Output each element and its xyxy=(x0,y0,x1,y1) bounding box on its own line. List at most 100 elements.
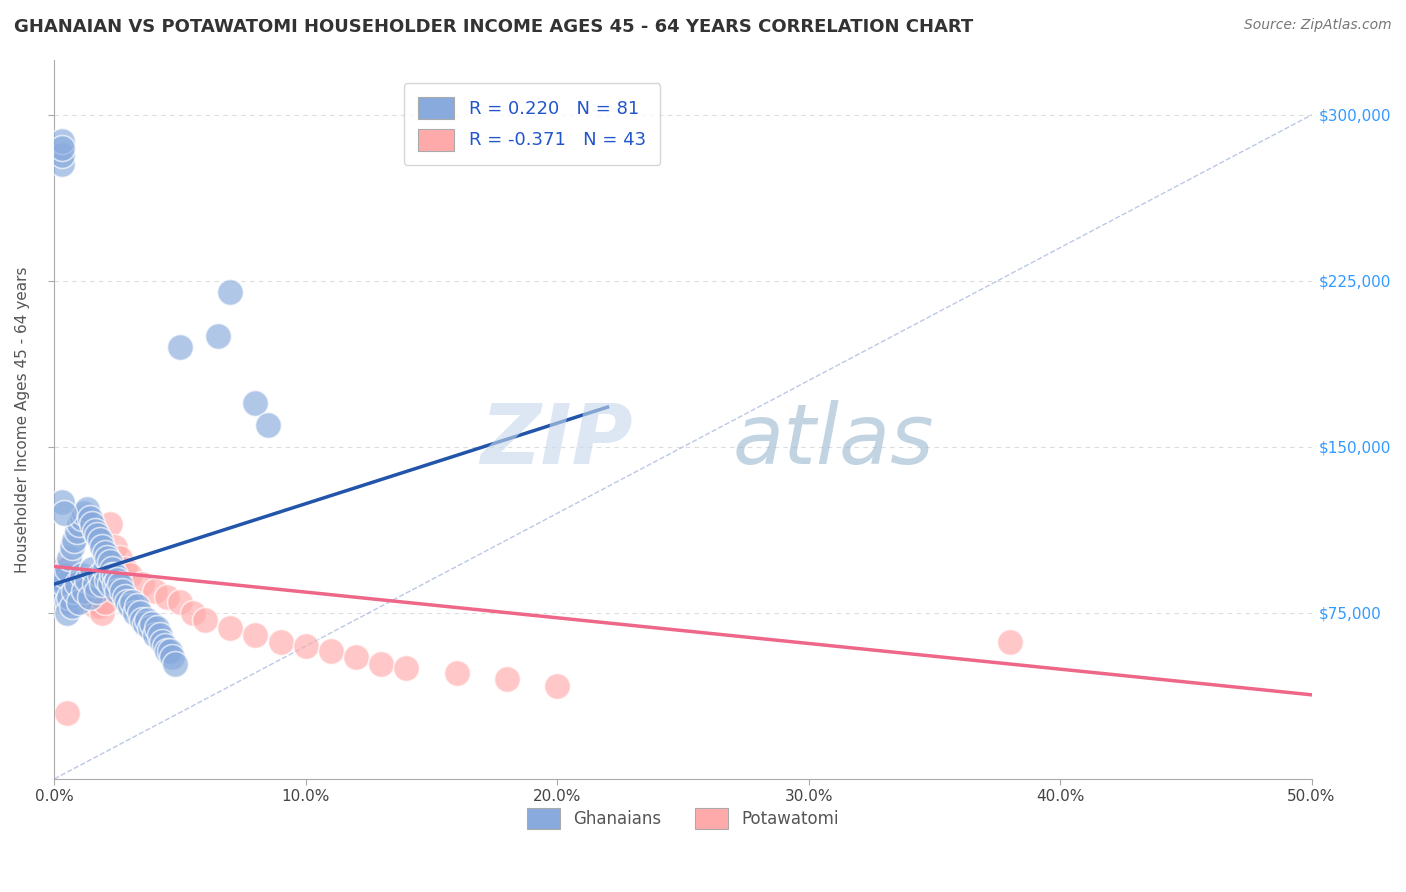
Point xyxy=(83,524,105,538)
Point xyxy=(51,135,73,149)
Point xyxy=(114,591,136,605)
Point xyxy=(60,540,83,554)
Point xyxy=(156,643,179,657)
Point xyxy=(91,540,114,554)
Point xyxy=(51,148,73,162)
Text: ZIP: ZIP xyxy=(479,401,633,482)
Point xyxy=(89,533,111,547)
Point xyxy=(56,568,79,582)
Point xyxy=(86,583,108,598)
Point xyxy=(546,679,568,693)
Point xyxy=(58,577,80,591)
Point xyxy=(153,639,176,653)
Point xyxy=(257,417,280,432)
Point xyxy=(73,583,96,598)
Text: atlas: atlas xyxy=(733,401,935,482)
Point xyxy=(245,395,267,409)
Point xyxy=(143,628,166,642)
Point xyxy=(104,540,127,554)
Point xyxy=(80,591,103,605)
Point xyxy=(124,606,146,620)
Point xyxy=(152,634,174,648)
Point xyxy=(163,657,186,671)
Point xyxy=(93,562,115,576)
Y-axis label: Householder Income Ages 45 - 64 years: Householder Income Ages 45 - 64 years xyxy=(15,266,30,573)
Point xyxy=(66,577,89,591)
Point xyxy=(53,506,76,520)
Point xyxy=(93,546,115,560)
Point xyxy=(51,562,73,576)
Text: Source: ZipAtlas.com: Source: ZipAtlas.com xyxy=(1244,18,1392,32)
Point xyxy=(219,622,242,636)
Point xyxy=(169,595,191,609)
Point xyxy=(80,517,103,532)
Point xyxy=(80,562,103,576)
Point xyxy=(446,665,468,680)
Text: GHANAIAN VS POTAWATOMI HOUSEHOLDER INCOME AGES 45 - 64 YEARS CORRELATION CHART: GHANAIAN VS POTAWATOMI HOUSEHOLDER INCOM… xyxy=(14,18,973,36)
Point xyxy=(51,583,73,598)
Point xyxy=(70,568,93,582)
Point xyxy=(86,595,108,609)
Point xyxy=(270,634,292,648)
Point xyxy=(96,550,118,565)
Point xyxy=(56,562,79,576)
Point xyxy=(70,583,93,598)
Point xyxy=(194,613,217,627)
Point xyxy=(114,562,136,576)
Point xyxy=(51,141,73,155)
Point xyxy=(66,573,89,587)
Point xyxy=(51,573,73,587)
Point xyxy=(73,506,96,520)
Point xyxy=(496,673,519,687)
Point xyxy=(53,568,76,582)
Point xyxy=(58,550,80,565)
Point xyxy=(98,577,121,591)
Point xyxy=(104,568,127,582)
Point xyxy=(108,550,131,565)
Point xyxy=(83,577,105,591)
Point xyxy=(60,599,83,614)
Point xyxy=(118,568,141,582)
Point xyxy=(98,555,121,569)
Point xyxy=(79,595,101,609)
Point xyxy=(105,573,128,587)
Point xyxy=(89,599,111,614)
Point xyxy=(101,568,124,582)
Point xyxy=(207,329,229,343)
Point xyxy=(128,606,150,620)
Point xyxy=(101,562,124,576)
Point xyxy=(105,583,128,598)
Point xyxy=(76,573,98,587)
Point xyxy=(294,639,316,653)
Point xyxy=(66,524,89,538)
Point xyxy=(159,643,181,657)
Point xyxy=(370,657,392,671)
Point xyxy=(118,599,141,614)
Point xyxy=(51,495,73,509)
Point xyxy=(395,661,418,675)
Point xyxy=(76,502,98,516)
Point xyxy=(91,577,114,591)
Point xyxy=(53,577,76,591)
Point xyxy=(91,606,114,620)
Point xyxy=(69,517,91,532)
Point xyxy=(76,577,98,591)
Point xyxy=(139,622,162,636)
Point xyxy=(73,591,96,605)
Point xyxy=(63,583,86,598)
Point xyxy=(131,613,153,627)
Point xyxy=(344,650,367,665)
Point xyxy=(108,577,131,591)
Point xyxy=(245,628,267,642)
Point xyxy=(111,583,134,598)
Point xyxy=(104,577,127,591)
Point xyxy=(51,156,73,170)
Point xyxy=(134,617,156,632)
Legend: Ghanaians, Potawatomi: Ghanaians, Potawatomi xyxy=(520,802,846,835)
Point xyxy=(219,285,242,299)
Point xyxy=(162,650,184,665)
Point xyxy=(63,533,86,547)
Point xyxy=(127,599,149,614)
Point xyxy=(53,573,76,587)
Point xyxy=(136,613,159,627)
